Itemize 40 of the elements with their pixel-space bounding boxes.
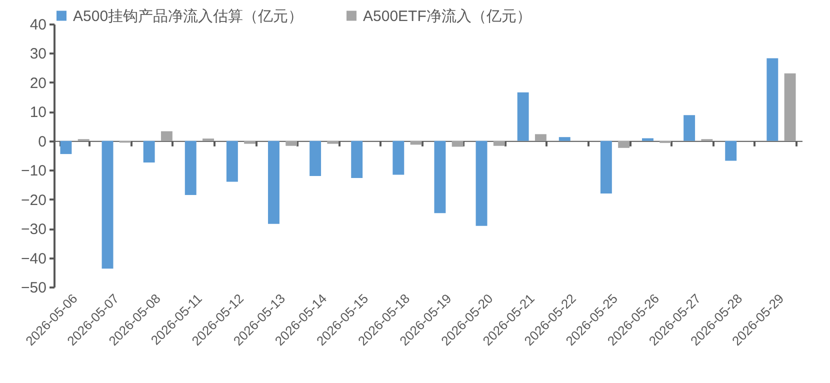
bar — [493, 140, 505, 146]
bar — [184, 140, 196, 195]
bar — [351, 140, 363, 178]
legend-label: A500挂钩产品净流入估算（亿元） — [73, 8, 304, 25]
bar — [410, 140, 422, 145]
bar — [434, 140, 446, 214]
bar — [452, 140, 464, 147]
y-tick-label: 30 — [30, 46, 46, 63]
y-tick-label: −10 — [21, 162, 46, 180]
legend-label: A500ETF净流入（亿元） — [363, 8, 532, 25]
bar — [226, 140, 238, 182]
y-tick-label: 10 — [30, 104, 46, 122]
bar — [642, 138, 654, 141]
bar — [725, 140, 737, 161]
bar — [684, 115, 696, 141]
bar — [160, 131, 172, 141]
bar — [102, 140, 114, 269]
bar — [143, 140, 155, 163]
bar — [286, 140, 298, 146]
bar — [392, 140, 404, 175]
bar — [268, 140, 280, 224]
bar — [618, 140, 630, 148]
bar — [600, 140, 612, 194]
bar — [310, 140, 322, 176]
bar — [534, 134, 546, 141]
y-tick-label: −40 — [21, 250, 46, 268]
bar — [517, 92, 529, 141]
bar — [766, 58, 778, 141]
y-tick-label: 20 — [30, 74, 46, 92]
bar — [244, 140, 256, 144]
y-tick-label: −30 — [21, 221, 46, 238]
bar — [784, 73, 796, 141]
bar — [476, 140, 488, 226]
bar — [327, 140, 339, 144]
y-tick-label: −20 — [21, 192, 46, 209]
y-tick-label: 0 — [38, 133, 46, 150]
bar — [60, 140, 72, 154]
y-tick-label: 40 — [30, 16, 46, 34]
bar — [558, 137, 570, 141]
y-tick-label: −50 — [21, 280, 46, 296]
